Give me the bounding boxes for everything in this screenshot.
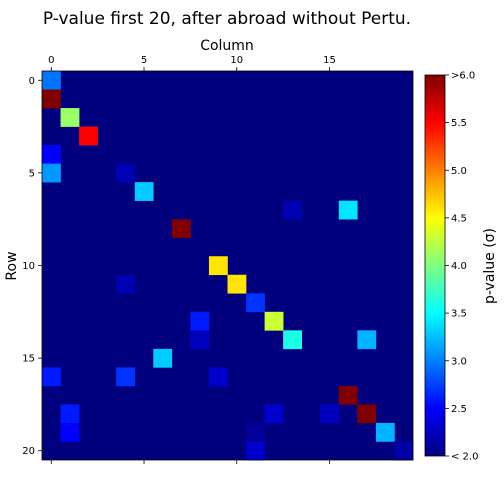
colorbar-tick-label: 4.0: [451, 261, 467, 272]
heatmap-cell: [357, 330, 377, 350]
chart-title: P-value first 20, after abroad without P…: [43, 9, 411, 29]
heatmap-cell: [338, 385, 358, 405]
y-axis-ticks: 0 5 10 15 20: [22, 76, 42, 457]
heatmap-cell: [116, 367, 136, 387]
heatmap-cell: [42, 71, 61, 90]
y-tick-label: 20: [22, 446, 35, 457]
heatmap-cell: [190, 311, 210, 331]
y-tick-label: 0: [29, 76, 35, 87]
heatmap-cell: [42, 89, 61, 109]
x-tick-label: 15: [323, 55, 336, 66]
y-tick-label: 5: [29, 168, 35, 179]
colorbar-tick-label: 3.0: [451, 356, 467, 367]
x-tick-label: 0: [48, 55, 54, 66]
heatmap-cell: [190, 330, 210, 350]
heatmap-cell: [79, 126, 98, 146]
heatmap-cell: [283, 330, 302, 350]
heatmap-cell: [227, 274, 247, 294]
colorbar-tick-label: 2.5: [451, 404, 467, 415]
colorbar: [424, 74, 446, 457]
heatmap-cell: [394, 441, 414, 461]
heatmap-cell: [246, 293, 265, 313]
heatmap-cell: [208, 256, 228, 276]
heatmap-cell: [153, 348, 173, 368]
heatmap-cell: [208, 367, 228, 387]
heatmap-cell: [42, 163, 61, 183]
colorbar-tick-label: 3.5: [451, 309, 467, 320]
heatmap-cell: [60, 108, 80, 127]
colorbar-tick-label: 4.5: [451, 213, 467, 224]
heatmap-cell: [338, 200, 358, 220]
colorbar-tick-label: < 2.0: [451, 452, 478, 463]
colorbar-tick-label: >6.0: [451, 71, 475, 82]
heatmap-cell: [357, 404, 377, 424]
y-tick-label: 15: [22, 354, 35, 365]
x-tick-label: 10: [230, 55, 243, 66]
heatmap-cell: [320, 404, 340, 424]
colorbar-ticks: < 2.0 2.5 3.0 3.5 4.0 4.5 5.0 5.5 >6.0: [445, 71, 478, 463]
heatmap-cell: [42, 145, 61, 164]
y-axis-label: Row: [4, 251, 20, 280]
heatmap-cell: [246, 441, 265, 461]
heatmap-cells: [42, 71, 414, 461]
y-tick-label: 10: [22, 261, 35, 272]
x-tick-label: 5: [141, 55, 147, 66]
heatmap-cell: [60, 404, 80, 424]
heatmap-cell: [264, 311, 284, 331]
heatmap-cell: [171, 219, 191, 239]
heatmap-cell: [264, 404, 284, 424]
heatmap-cell: [134, 182, 154, 201]
heatmap-cell: [42, 367, 61, 387]
heatmap-cell: [116, 274, 136, 294]
heatmap-cell: [60, 422, 80, 442]
x-axis-ticks: 0 5 10 15: [48, 55, 336, 464]
heatmap-cell: [246, 422, 265, 442]
x-axis-label: Column: [200, 38, 254, 54]
colorbar-tick-label: 5.5: [451, 118, 467, 129]
colorbar-label: p-value (σ): [482, 228, 498, 304]
heatmap-cell: [116, 163, 136, 183]
heatmap-cell: [375, 422, 395, 442]
colorbar-tick-label: 5.0: [451, 166, 467, 177]
heatmap-cell: [283, 200, 302, 220]
